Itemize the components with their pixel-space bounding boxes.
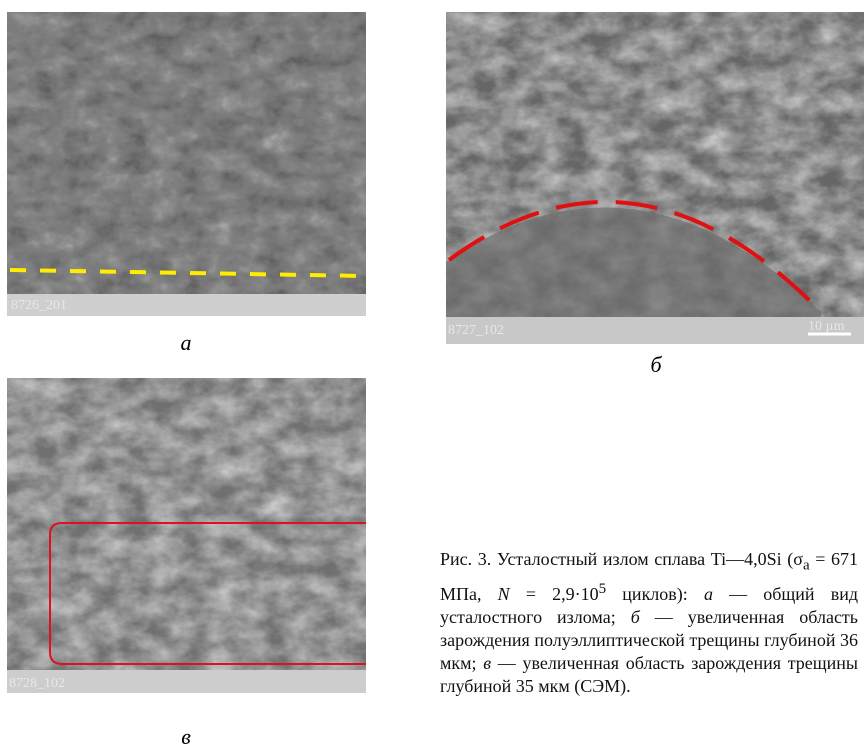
caption: Рис. 3. Усталостный излом сплава Ti—4,0S… [440, 548, 858, 698]
panel-label: б [636, 352, 676, 378]
caption-italic: а [704, 584, 713, 604]
caption-sub: a [803, 558, 810, 574]
caption-text: циклов): [606, 584, 704, 604]
caption-italic: б [631, 607, 640, 627]
caption-text: Рис. 3. Усталостный излом сплава Ti—4,0S… [440, 549, 803, 569]
caption-italic: N [498, 584, 510, 604]
scale-bar: 10 µm [808, 319, 845, 334]
panel-label: в [166, 724, 206, 750]
sem-image-b: 8727_102 10 µm [446, 12, 864, 344]
caption-text: = 2,9·10 [510, 584, 599, 604]
sem-image-c: 8728_102 [7, 378, 366, 693]
panel-label: а [166, 330, 206, 356]
sem-image-a: 8726_201 [7, 12, 366, 316]
caption-text: — увеличенная область зарождения трещины… [440, 653, 858, 696]
caption-italic: в [483, 653, 491, 673]
page: 8726_201 а 8727_102 10 µm б 8728_102 в Р… [0, 0, 864, 754]
image-id: 8726_201 [11, 298, 67, 313]
image-id: 8728_102 [9, 676, 65, 691]
image-id: 8727_102 [448, 323, 504, 338]
